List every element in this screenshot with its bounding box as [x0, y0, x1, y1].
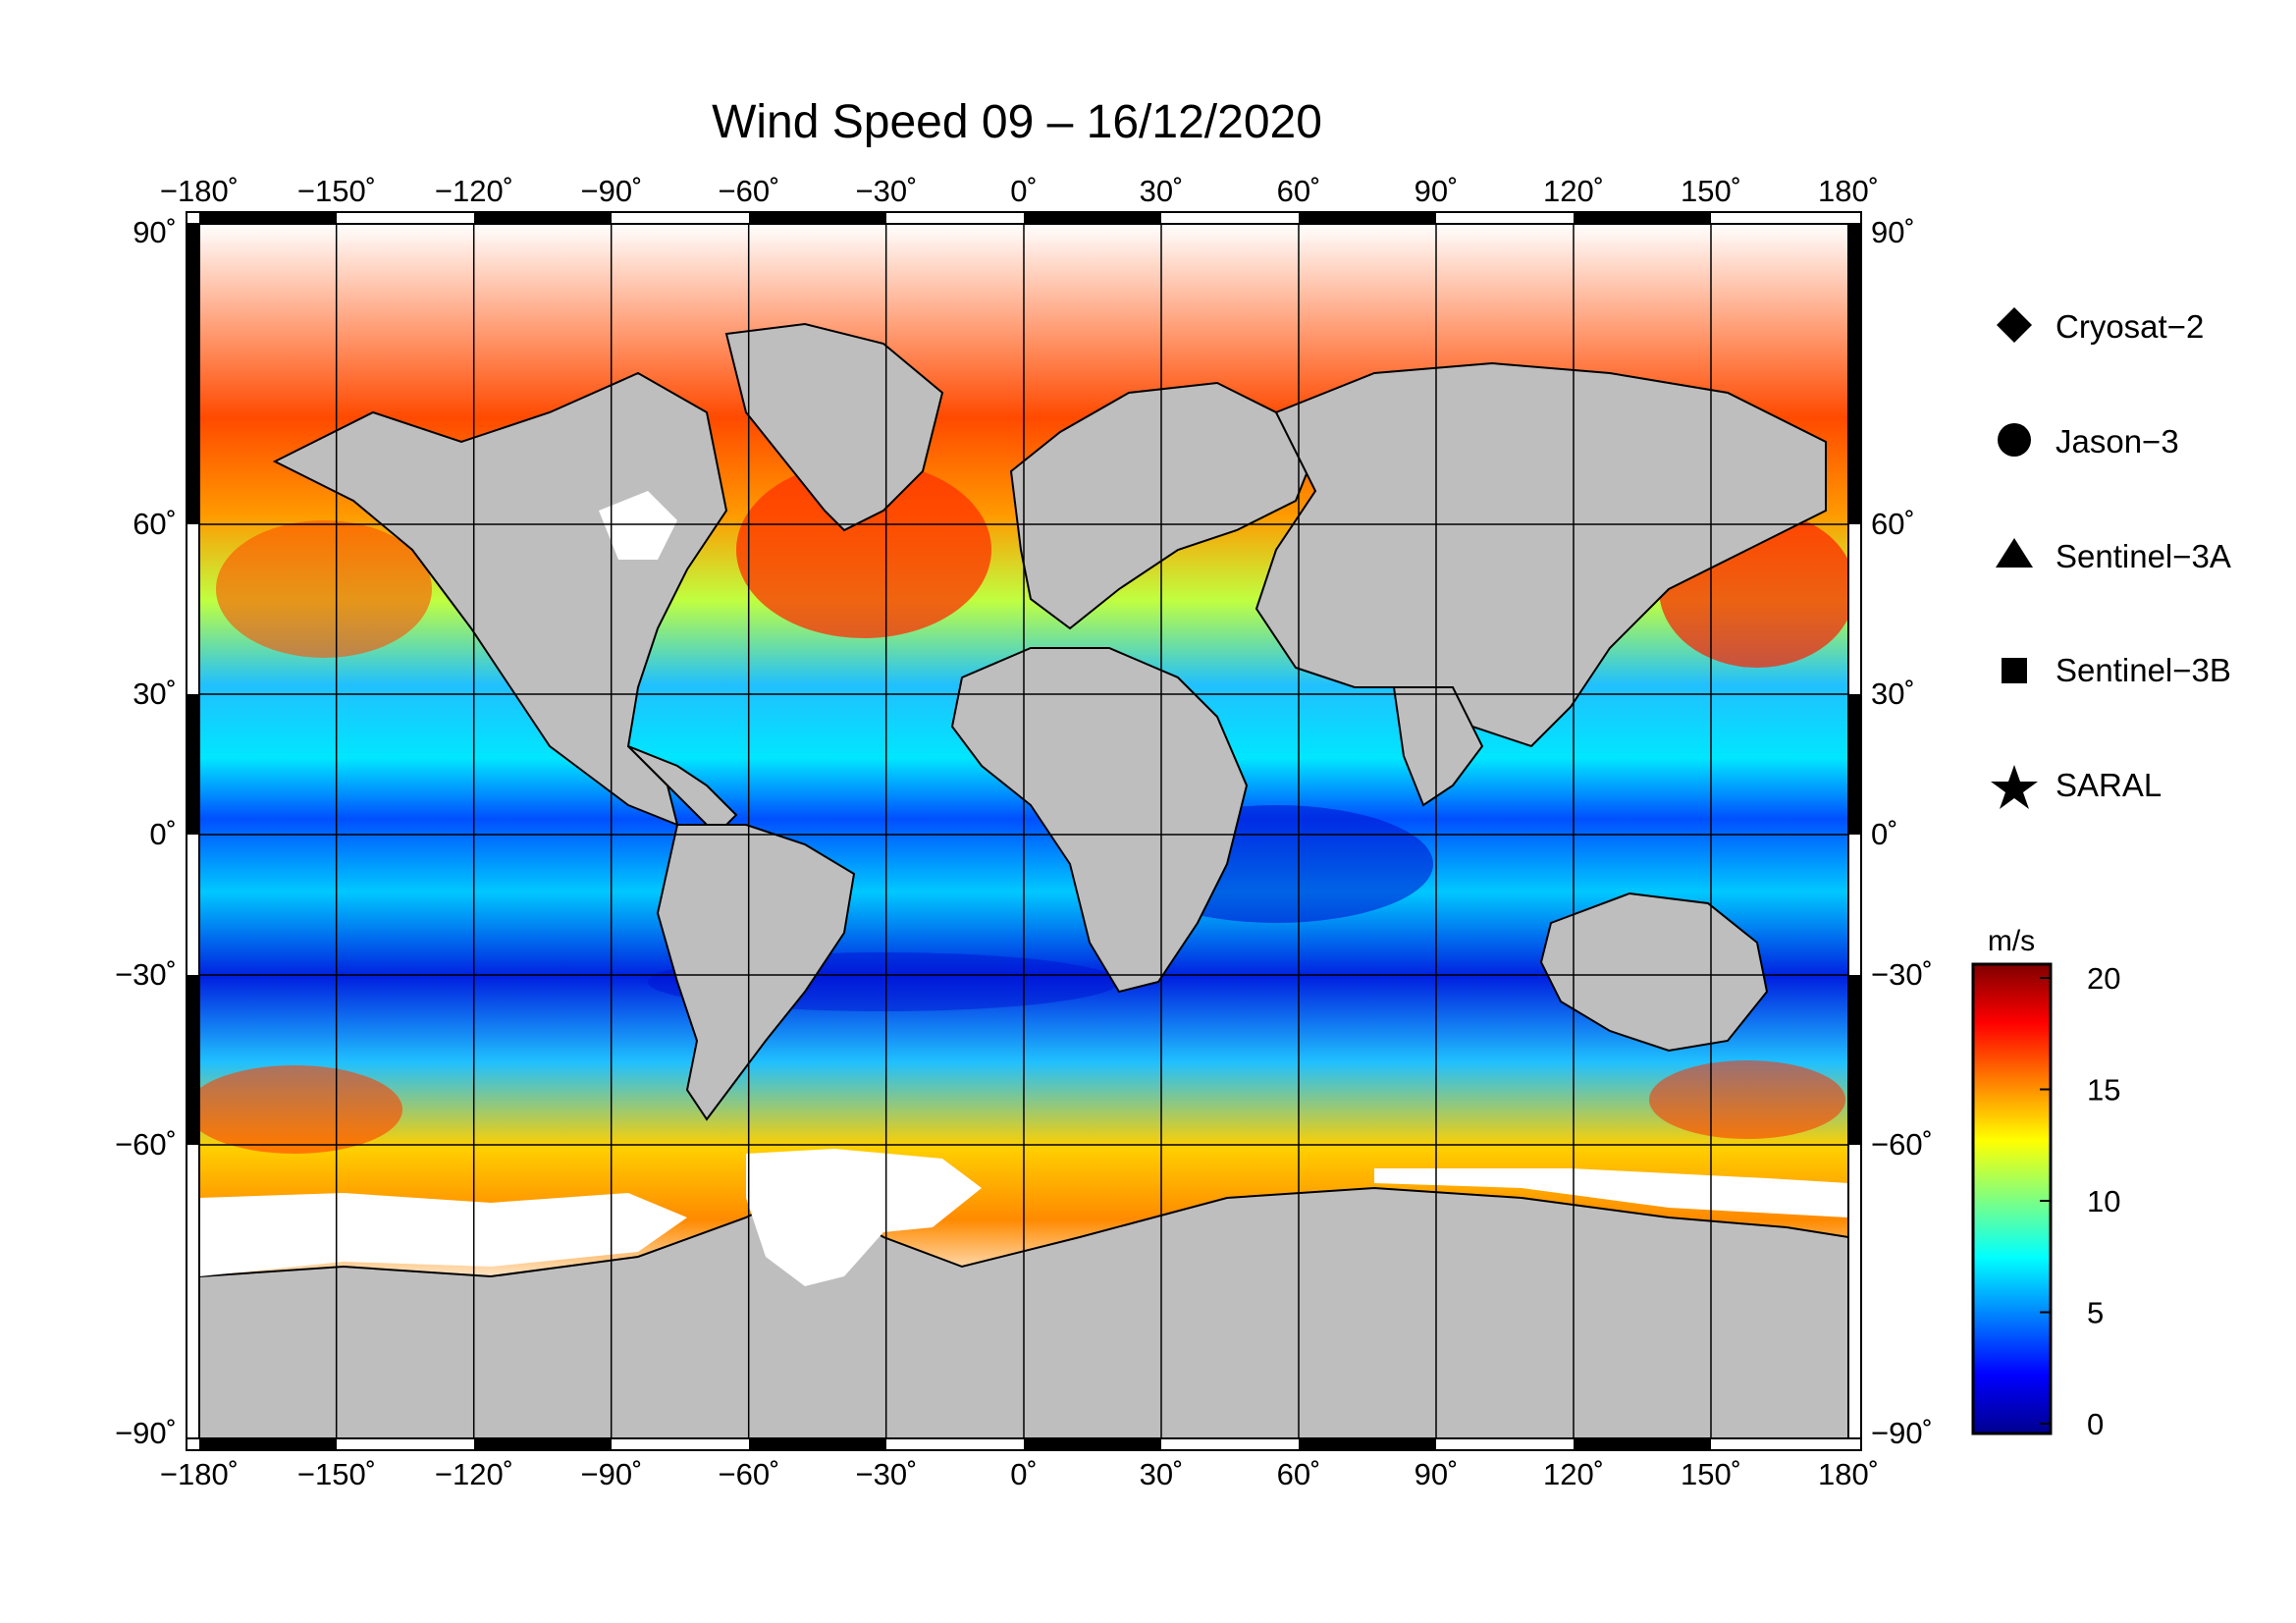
legend-item-jason-3: Jason−3 [1998, 423, 2179, 460]
lon-tick-labels-bottom: −180˚ −150˚ −120˚ −90˚ −60˚ −30˚ 0˚ 30˚ 60˚ 90˚ 12… [160, 1457, 1879, 1491]
sea-ice-regions [199, 491, 1848, 1286]
legend-label-jason-3: Jason−3 [2056, 423, 2179, 460]
south-america-land [656, 824, 856, 1121]
lon-tick-label-bottom: 150˚ [1681, 1457, 1741, 1491]
lon-tick-label-top: −120˚ [435, 174, 513, 208]
lat-tick-label-left: −90˚ [115, 1416, 177, 1450]
lon-tick-label-bottom: 30˚ [1140, 1457, 1184, 1491]
lon-tick-label-top: 90˚ [1415, 174, 1459, 208]
lat-tick-labels-left: 90˚ 60˚ 30˚ 0˚ −30˚ −60˚ −90˚ [115, 215, 177, 1450]
lon-tick-label-bottom: 180˚ [1818, 1457, 1879, 1491]
map-panel [199, 224, 1848, 1438]
legend-label-saral: SARAL [2056, 767, 2162, 803]
lat-tick-label-left: 60˚ [133, 507, 177, 541]
lat-tick-label-right: 60˚ [1871, 507, 1915, 541]
colorbar-unit-label: m/s [1988, 925, 2035, 957]
asia-land [1255, 361, 1827, 748]
antarctic-sea-ice-weddell [746, 1149, 982, 1286]
europe-land [1009, 381, 1317, 630]
southern-ocean-high-wind-1 [199, 1065, 402, 1154]
lat-tick-label-left: 90˚ [133, 215, 177, 249]
lat-tick-label-left: 0˚ [149, 817, 177, 851]
lon-tick-label-bottom: −120˚ [435, 1457, 513, 1491]
colorbar-tick-label: 10 [2087, 1184, 2120, 1218]
lon-tick-label-top: 150˚ [1681, 174, 1741, 208]
square-icon [2002, 658, 2027, 683]
north-atlantic-high-wind [736, 461, 991, 638]
legend-item-sentinel-3b: Sentinel−3B [2002, 652, 2231, 688]
legend-label-sentinel-3a: Sentinel−3A [2056, 538, 2231, 574]
lon-tick-label-bottom: −60˚ [719, 1457, 780, 1491]
lon-tick-label-bottom: 90˚ [1415, 1457, 1459, 1491]
lat-tick-label-right: 90˚ [1871, 215, 1915, 249]
lon-tick-label-bottom: −30˚ [856, 1457, 918, 1491]
lat-tick-label-right: 30˚ [1871, 676, 1915, 711]
map-frame [186, 211, 1862, 1451]
circle-icon [1998, 423, 2031, 457]
legend-item-sentinel-3a: Sentinel−3A [1996, 538, 2231, 574]
lon-tick-label-top: −30˚ [856, 174, 918, 208]
lat-tick-label-right: 0˚ [1871, 817, 1898, 851]
legend-item-saral: SARAL [1991, 765, 2162, 809]
lat-tick-label-left: −60˚ [115, 1127, 177, 1162]
colorbar-ticks: 0 5 10 15 20 [2040, 961, 2120, 1441]
lat-tick-labels-right: 90˚ 60˚ 30˚ 0˚ −30˚ −60˚ −90˚ [1871, 215, 1933, 1450]
legend-label-sentinel-3b: Sentinel−3B [2056, 652, 2231, 688]
lon-tick-label-top: 30˚ [1140, 174, 1184, 208]
hudson-bay-ice [599, 491, 677, 560]
lon-tick-label-top: 0˚ [1010, 174, 1038, 208]
colorbar: m/s 0 5 10 15 20 [1971, 925, 2120, 1441]
lat-tick-label-left: −30˚ [115, 957, 177, 992]
antarctic-sea-ice-west [199, 1193, 687, 1276]
lon-tick-label-top: −60˚ [719, 174, 780, 208]
lon-tick-label-bottom: −180˚ [160, 1457, 239, 1491]
chart-title: Wind Speed 09 – 16/12/2020 [712, 96, 1322, 148]
lat-tick-label-right: −60˚ [1871, 1127, 1933, 1162]
africa-land [950, 647, 1249, 994]
lon-tick-label-top: −90˚ [581, 174, 643, 208]
satellite-legend: Cryosat−2 Jason−3 Sentinel−3A Sentinel−3… [1991, 307, 2231, 809]
indian-subcontinent-land [1392, 686, 1484, 807]
diamond-icon [1997, 307, 2032, 343]
lon-tick-label-top: 60˚ [1277, 174, 1321, 208]
lon-tick-label-bottom: 0˚ [1010, 1457, 1038, 1491]
lon-tick-label-bottom: 120˚ [1543, 1457, 1604, 1491]
lat-tick-label-right: −90˚ [1871, 1416, 1933, 1450]
lon-tick-label-bottom: 60˚ [1277, 1457, 1321, 1491]
lon-tick-label-top: 120˚ [1543, 174, 1604, 208]
graticule [199, 224, 1848, 1438]
lon-tick-label-top: −150˚ [297, 174, 376, 208]
north-pacific-east-high-wind [216, 520, 432, 658]
greenland-land [724, 322, 944, 532]
antarctic-sea-ice-east [1374, 1168, 1848, 1217]
colorbar-tick-label: 0 [2087, 1407, 2104, 1441]
colorbar-scale [1971, 962, 2053, 1435]
legend-label-cryosat-2: Cryosat−2 [2056, 308, 2204, 345]
lon-tick-labels-top: −180˚ −150˚ −120˚ −90˚ −60˚ −30˚ 0˚ 30˚ 60˚ 90˚ 12… [160, 174, 1879, 208]
colorbar-tick-label: 5 [2087, 1296, 2104, 1330]
lon-tick-label-bottom: −90˚ [581, 1457, 643, 1491]
star-icon [1991, 765, 2038, 809]
southern-ocean-high-wind-2 [1649, 1060, 1845, 1139]
lon-tick-label-top: −180˚ [160, 174, 239, 208]
triangle-icon [1996, 538, 2033, 568]
colorbar-tick-label: 20 [2087, 961, 2120, 996]
lon-tick-label-bottom: −150˚ [297, 1457, 376, 1491]
colorbar-tick-label: 15 [2087, 1073, 2120, 1108]
lat-tick-label-right: −30˚ [1871, 957, 1933, 992]
legend-item-cryosat-2: Cryosat−2 [1997, 307, 2204, 345]
lat-tick-label-left: 30˚ [133, 676, 177, 711]
lon-tick-label-top: 180˚ [1818, 174, 1879, 208]
